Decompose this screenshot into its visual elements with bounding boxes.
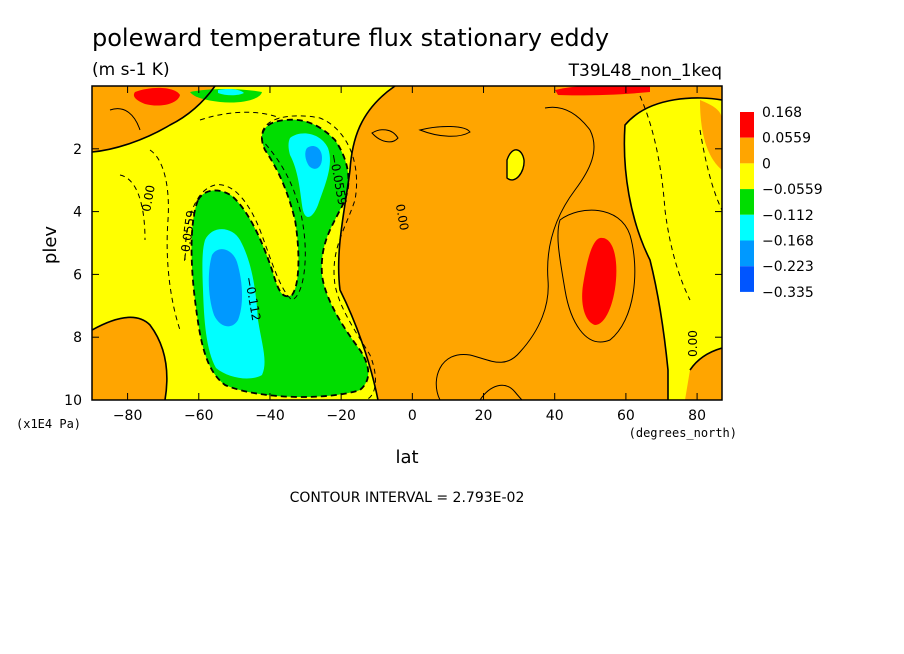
contour-neg-5 (699, 129, 722, 211)
contour-neg-4 (639, 95, 691, 301)
contour-nh-thin-3 (418, 126, 471, 137)
colorbar-label: −0.112 (762, 208, 814, 224)
contour-neg-3 (119, 174, 146, 241)
colorbar-label: −0.223 (762, 259, 814, 275)
y-units-label: (x1E4 Pa) (16, 417, 81, 431)
colorbar-box (740, 189, 754, 215)
x-tick-label: −40 (255, 408, 285, 424)
y-axis-label: plev (40, 226, 61, 265)
fill-red-mid (582, 237, 617, 325)
colorbar-box (740, 240, 754, 267)
fill-orange-ne (700, 100, 722, 170)
y-axis: 2 4 6 8 10 (64, 142, 722, 409)
contour-interval-label: CONTOUR INTERVAL = 2.793E-02 (290, 490, 525, 506)
x-tick-label: 20 (475, 408, 493, 424)
colorbar-box (740, 112, 754, 138)
y-tick-label: 2 (73, 142, 82, 158)
x-tick-label: 40 (546, 408, 564, 424)
contour-zero-1 (92, 86, 216, 153)
y-tick-label: 6 (73, 267, 82, 283)
contour-zero-4 (92, 316, 168, 400)
colorbar-box (740, 214, 754, 241)
experiment-label: T39L48_non_1keq (568, 61, 722, 81)
x-units-label: (degrees_north) (629, 426, 737, 440)
contour-nh-thin-2 (371, 129, 399, 143)
x-tick-label: 0 (408, 408, 417, 424)
contour-zero-5 (689, 347, 722, 371)
colorbar-label: 0 (762, 156, 771, 172)
colorbar-label: 0.168 (762, 105, 802, 121)
x-tick-label: −60 (184, 408, 214, 424)
colorbar-label: −0.168 (762, 234, 814, 250)
chart-title: poleward temperature flux stationary edd… (92, 24, 609, 52)
x-axis: −80 −60 −40 −20 0 20 40 60 80 (113, 86, 706, 424)
contour-neg-thick (190, 118, 370, 398)
contour-nh-thin-1 (435, 106, 595, 400)
x-tick-label: −20 (326, 408, 356, 424)
contour-nh-thin-4 (557, 209, 636, 343)
fill-skyblue-main (208, 249, 243, 327)
fill-orange-nh (338, 86, 722, 400)
x-tick-label: 80 (688, 408, 706, 424)
colorbar-box (740, 163, 754, 190)
contour-zero-6 (506, 149, 525, 181)
fill-green-top (190, 89, 262, 103)
fill-orange-nw (92, 86, 215, 152)
fill-skyblue-upper (305, 146, 322, 169)
colorbar: 0.168 0.0559 0 −0.0559 −0.112 −0.168 −0.223 −0.… (740, 105, 823, 301)
contour-label: 0.00 (393, 203, 411, 232)
y-tick-label: 4 (73, 205, 82, 221)
contour-zero-3 (623, 97, 722, 400)
contour-nh-thin-5 (109, 108, 141, 131)
x-axis-label: lat (395, 447, 418, 468)
contour-field (92, 86, 722, 400)
fill-yellow-island (507, 149, 525, 180)
colorbar-box (740, 137, 754, 164)
contour-neg-6 (199, 111, 281, 121)
fill-orange-sw (92, 317, 167, 400)
x-tick-label: 60 (617, 408, 635, 424)
colorbar-box (740, 266, 754, 292)
contour-label: 0.00 (686, 330, 700, 357)
y-tick-label: 10 (64, 393, 82, 409)
y-tick-label: 8 (73, 330, 82, 346)
contour-label: 0.00 (139, 184, 157, 213)
fill-orange-se (685, 348, 722, 400)
colorbar-label: −0.0559 (762, 182, 823, 198)
units-label: (m s-1 K) (92, 60, 170, 80)
fill-cyan-top (218, 89, 244, 96)
colorbar-label: 0.0559 (762, 131, 811, 147)
contour-neg-2 (149, 149, 181, 331)
plot-frame (91, 85, 723, 401)
fill-red-nw (133, 87, 180, 106)
contour-lines (92, 86, 722, 400)
colorbar-label: −0.335 (762, 285, 814, 301)
x-tick-label: −80 (113, 408, 143, 424)
